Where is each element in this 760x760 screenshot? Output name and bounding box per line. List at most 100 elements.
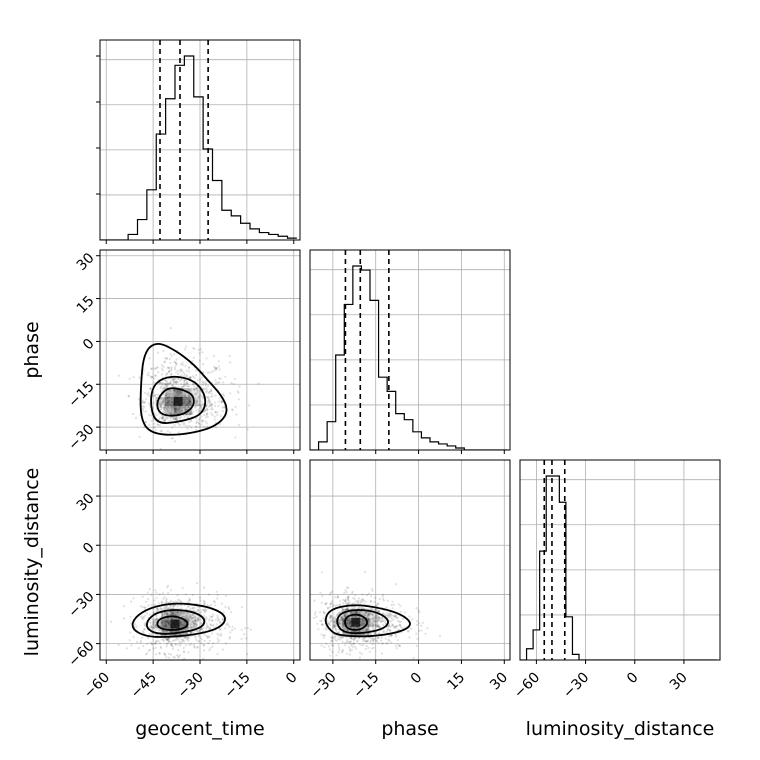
- scatter-point: [205, 396, 208, 399]
- scatter-point: [382, 642, 385, 645]
- scatter-point: [219, 627, 222, 631]
- scatter-point: [159, 387, 162, 390]
- scatter-point: [351, 637, 354, 641]
- scatter-point: [143, 401, 146, 404]
- scatter-point: [322, 636, 325, 639]
- scatter-point: [349, 625, 352, 628]
- scatter-point: [166, 625, 169, 628]
- scatter-point: [338, 603, 341, 606]
- scatter-point: [211, 624, 214, 627]
- scatter-point: [228, 636, 231, 639]
- scatter-point: [392, 614, 395, 617]
- scatter-point: [390, 641, 393, 644]
- scatter-point: [160, 621, 163, 625]
- scatter-point: [417, 622, 421, 625]
- scatter-point: [146, 591, 149, 594]
- scatter-point: [353, 597, 356, 601]
- scatter-point: [175, 371, 178, 374]
- scatter-point: [166, 619, 169, 622]
- scatter-point: [345, 652, 349, 655]
- scatter-point: [333, 625, 336, 628]
- scatter-point: [214, 383, 217, 386]
- panel-luminosity_distance-luminosity_distance: [519, 459, 721, 664]
- scatter-point: [345, 613, 348, 616]
- scatter-point: [383, 630, 386, 634]
- scatter-point: [333, 624, 336, 628]
- scatter-point: [188, 601, 191, 604]
- scatter-point: [330, 636, 333, 639]
- scatter-point: [388, 629, 391, 632]
- scatter-point: [199, 348, 203, 351]
- scatter-point: [141, 615, 145, 618]
- scatter-point: [395, 583, 398, 586]
- scatter-point: [161, 615, 164, 618]
- scatter-point: [171, 437, 174, 440]
- scatter-point: [344, 589, 347, 592]
- scatter-point: [231, 628, 234, 632]
- scatter-point: [368, 621, 371, 624]
- scatter-point: [360, 644, 363, 647]
- scatter-point: [189, 615, 192, 618]
- scatter-point: [231, 409, 234, 412]
- scatter-point: [341, 650, 344, 653]
- scatter-point: [197, 348, 200, 351]
- scatter-point: [209, 623, 212, 626]
- scatter-point: [222, 617, 225, 620]
- scatter-point: [143, 405, 146, 408]
- scatter-point: [208, 404, 212, 407]
- scatter-point: [397, 644, 400, 647]
- scatter-point: [351, 663, 353, 665]
- scatter-point: [358, 643, 361, 646]
- scatter-point: [175, 418, 178, 421]
- scatter-point: [322, 617, 325, 620]
- scatter-point: [187, 388, 190, 391]
- scatter-point: [216, 614, 219, 617]
- scatter-point: [362, 640, 365, 643]
- scatter-point: [324, 602, 327, 605]
- scatter-point: [117, 643, 120, 647]
- scatter-point: [381, 616, 384, 620]
- scatter-point: [392, 603, 395, 606]
- scatter-point: [361, 619, 364, 622]
- xlabel-phase: phase: [381, 718, 438, 740]
- scatter-point: [205, 380, 208, 383]
- scatter-point: [182, 401, 185, 404]
- scatter-point: [348, 601, 351, 604]
- scatter-point: [344, 599, 347, 602]
- scatter-point: [370, 595, 373, 598]
- scatter-point: [176, 369, 179, 372]
- scatter-point: [174, 639, 177, 642]
- scatter-point: [183, 394, 186, 397]
- scatter-point: [187, 402, 190, 405]
- scatter-point: [339, 600, 342, 603]
- scatter-point: [202, 425, 205, 428]
- scatter-point: [337, 637, 340, 641]
- scatter-point: [197, 422, 201, 425]
- scatter-point: [158, 652, 161, 655]
- scatter-point: [400, 626, 403, 629]
- scatter-point: [202, 381, 205, 384]
- scatter-point: [347, 602, 350, 605]
- scatter-point: [420, 629, 423, 632]
- scatter-point: [204, 608, 207, 611]
- scatter-point: [159, 646, 162, 650]
- scatter-point: [410, 627, 413, 630]
- scatter-point: [365, 629, 368, 632]
- density-cell: [360, 608, 370, 618]
- scatter-point: [373, 632, 376, 635]
- scatter-point: [377, 618, 380, 622]
- scatter-point: [198, 629, 201, 632]
- scatter-point: [199, 378, 202, 381]
- scatter-point: [163, 379, 166, 382]
- scatter-point: [192, 631, 195, 634]
- scatter-point: [384, 637, 387, 640]
- scatter-point: [369, 624, 372, 627]
- scatter-point: [391, 624, 394, 628]
- scatter-point: [197, 408, 200, 411]
- scatter-point: [141, 405, 144, 408]
- scatter-point: [247, 404, 250, 407]
- scatter-point: [387, 639, 391, 642]
- scatter-point: [202, 402, 205, 405]
- scatter-point: [176, 390, 179, 393]
- scatter-point: [143, 628, 146, 631]
